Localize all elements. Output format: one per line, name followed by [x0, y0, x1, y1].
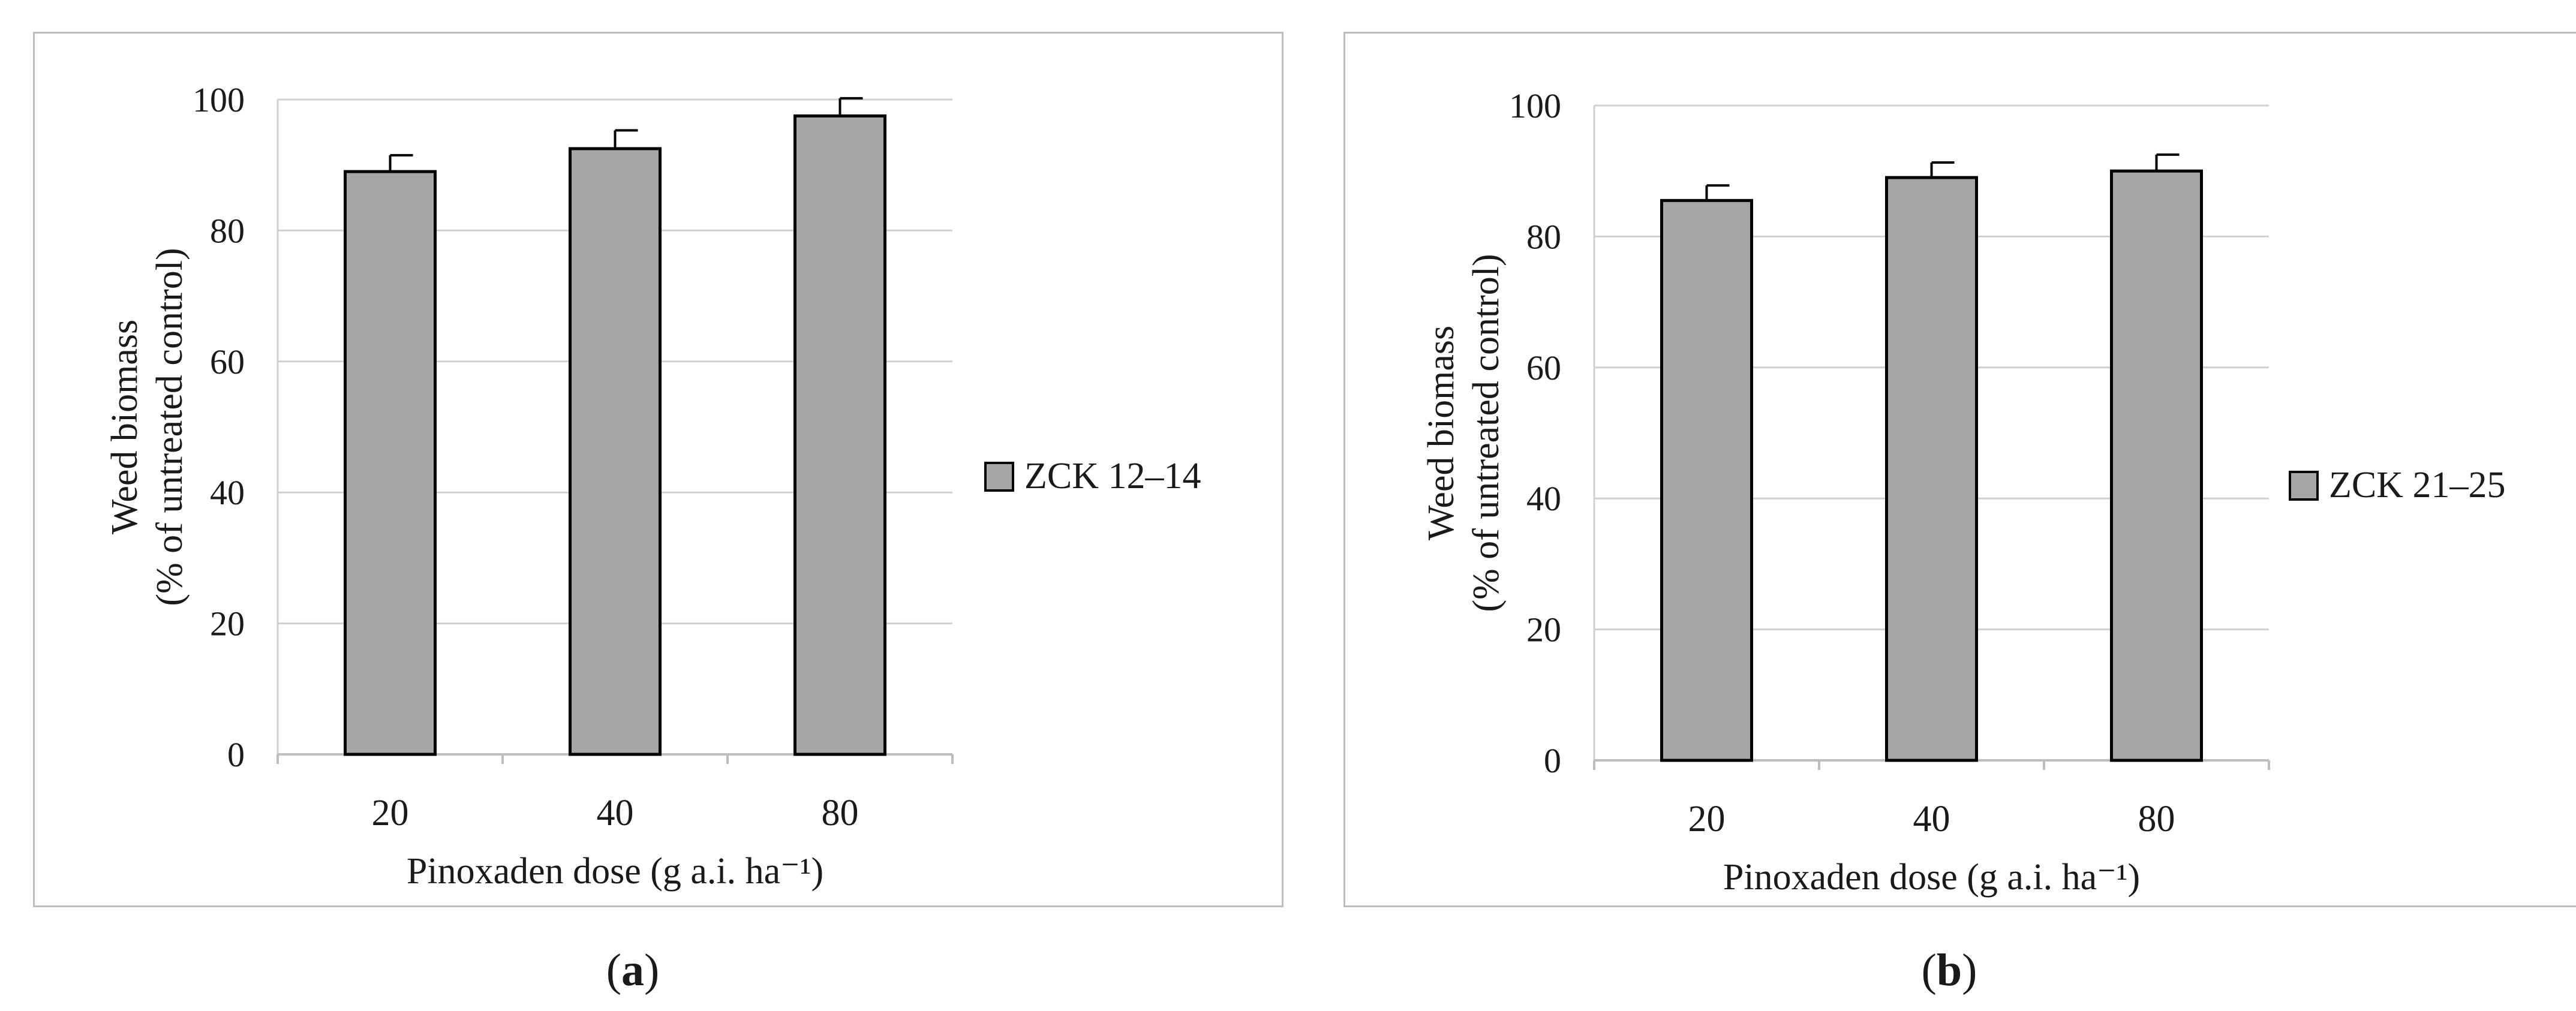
legend-swatch-b	[2289, 471, 2319, 501]
bar-a-40	[569, 147, 662, 756]
y-axis-label-line2-b: (% of untreated control)	[1466, 254, 1507, 612]
y-tick-label-a: 40	[210, 473, 245, 512]
chart-panel-b: 0 20 40 60 80 100 20 40 80 Pinoxaden dose (g a.i.…	[1343, 32, 2576, 907]
y-tick-label-b: 20	[1526, 610, 1561, 649]
panel-label-b: (b)	[1921, 945, 1977, 995]
legend-label-a: ZCK 12–14	[1024, 456, 1201, 497]
y-tick-label-a: 80	[210, 211, 245, 250]
chart-a-svg: 0 20 40 60 80 100 20 40 80 Pinoxaden dose (g a.i.…	[104, 80, 1201, 892]
bar-b-20	[1660, 198, 1753, 762]
panel-label-b-letter: b	[1936, 945, 1962, 995]
x-tick-label-b: 80	[2138, 799, 2175, 840]
chart-panel-a: 0 20 40 60 80 100 20 40 80 Pinoxaden dose (g a.i.…	[33, 32, 1284, 907]
y-tick-label-b: 60	[1526, 348, 1561, 387]
y-axis-label-line1-b: Weed biomass	[1421, 326, 1462, 540]
x-tick-label-a: 40	[597, 793, 634, 834]
y-axis-label-line1-a: Weed biomass	[104, 320, 145, 534]
y-tick-label-a: 0	[227, 735, 245, 774]
legend-label-b: ZCK 21–25	[2329, 465, 2506, 506]
chart-b-svg: 0 20 40 60 80 100 20 40 80 Pinoxaden dose (g a.i.…	[1421, 86, 2506, 898]
bar-b-80	[2110, 169, 2203, 762]
y-tick-label-a: 20	[210, 604, 245, 643]
y-tick-label-a: 100	[193, 80, 245, 119]
y-tick-label-b: 100	[1509, 86, 1561, 125]
x-tick-label-a: 80	[822, 793, 859, 834]
x-tick-label-b: 20	[1688, 799, 1726, 840]
bar-a-20	[344, 170, 437, 756]
legend-swatch-a	[984, 462, 1014, 492]
x-tick-label-b: 40	[1913, 799, 1950, 840]
y-tick-label-b: 40	[1526, 479, 1561, 518]
panel-label-a-letter: a	[621, 945, 644, 995]
y-axis-label-line2-a: (% of untreated control)	[149, 248, 190, 606]
x-tick-label-a: 20	[372, 793, 409, 834]
y-tick-label-a: 60	[210, 342, 245, 381]
y-tick-label-b: 0	[1544, 741, 1561, 780]
x-axis-label-a: Pinoxaden dose (g a.i. ha⁻¹)	[407, 851, 823, 892]
panel-label-a: (a)	[606, 945, 660, 995]
bar-a-80	[793, 114, 886, 756]
x-axis-label-b: Pinoxaden dose (g a.i. ha⁻¹)	[1723, 857, 2140, 898]
y-tick-label-b: 80	[1526, 217, 1561, 256]
bar-b-40	[1885, 176, 1978, 762]
